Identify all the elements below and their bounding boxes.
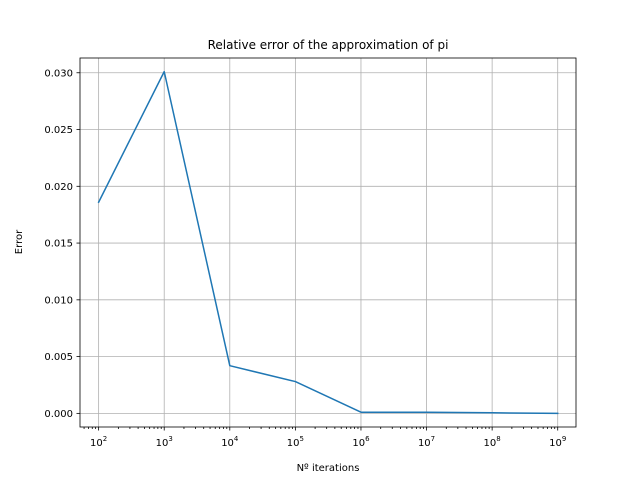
y-tick-label: 0.000 [44, 409, 73, 420]
y-tick-label: 0.015 [44, 239, 73, 250]
y-tick-label: 0.030 [44, 68, 73, 79]
series-line [97, 70, 559, 415]
x-tick-label: 102 [90, 435, 107, 449]
x-axis: 102 103 104 105 106 107 108 109 [83, 427, 566, 449]
y-tick-label: 0.020 [44, 182, 73, 193]
x-tick-label: 109 [549, 435, 566, 449]
plot-frame [79, 57, 577, 428]
y-tick-label: 0.025 [44, 125, 73, 136]
x-axis-label: Nº iterations [297, 463, 360, 474]
y-axis-label: Error [14, 229, 25, 254]
x-tick-label: 106 [352, 435, 370, 449]
y-tick-label: 0.005 [44, 352, 73, 363]
x-tick-label: 107 [418, 435, 435, 449]
x-tick-label: 103 [156, 435, 173, 449]
grid [80, 58, 576, 427]
x-tick-label: 104 [221, 435, 239, 449]
chart-title: Relative error of the approximation of p… [208, 38, 449, 52]
y-axis: 0.000 0.005 0.010 0.015 0.020 0.025 0.030 [44, 68, 80, 420]
x-tick-label: 108 [484, 435, 501, 449]
series-layer [97, 70, 559, 415]
y-tick-label: 0.010 [44, 295, 73, 306]
x-tick-label: 105 [287, 435, 304, 449]
